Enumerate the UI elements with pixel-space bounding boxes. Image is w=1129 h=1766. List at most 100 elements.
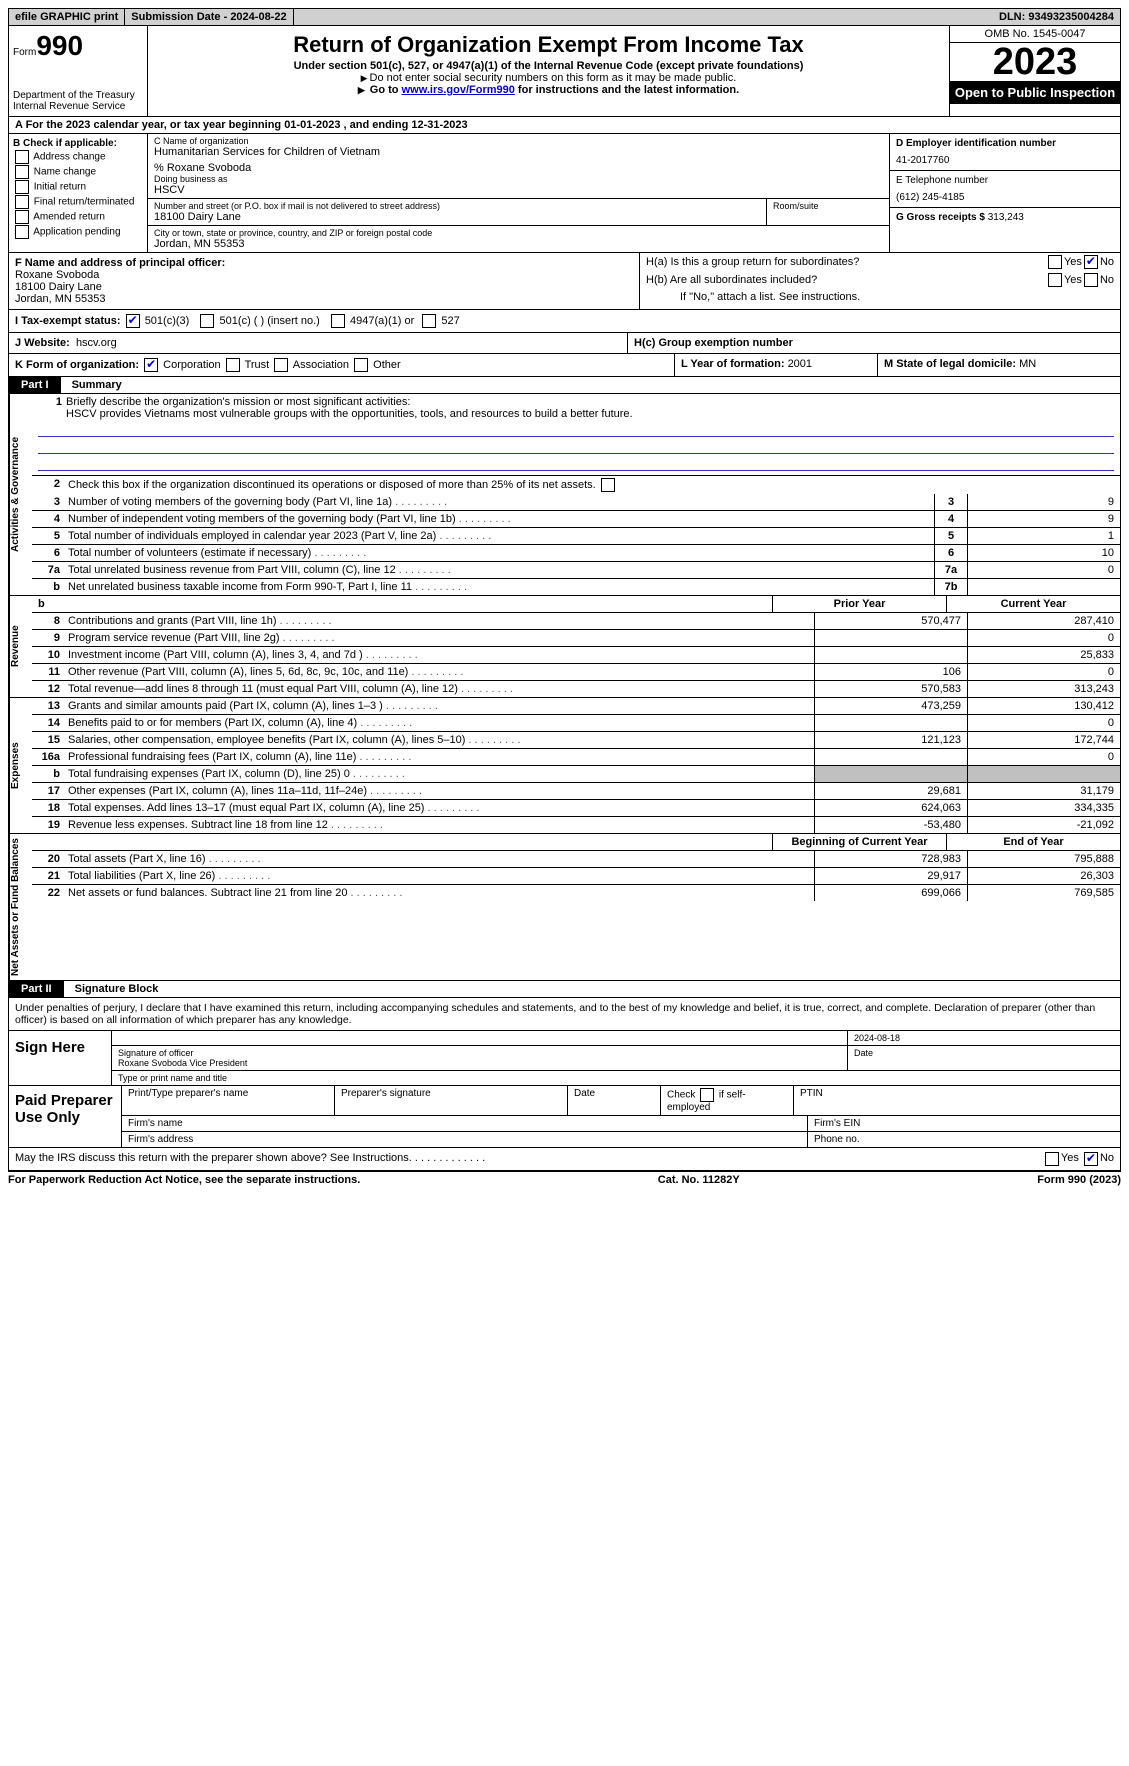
street: 18100 Dairy Lane (154, 211, 760, 223)
dept-label: Department of the Treasury (13, 90, 143, 101)
part2-num: Part II (9, 981, 64, 997)
officer-name: Roxane Svoboda (15, 269, 633, 281)
website-label: J Website: (15, 337, 70, 349)
discuss-no[interactable] (1084, 1152, 1098, 1166)
irs-link[interactable]: www.irs.gov/Form990 (402, 84, 515, 96)
preparer-block: Paid Preparer Use Only Print/Type prepar… (8, 1086, 1121, 1148)
ha-yes[interactable] (1048, 255, 1062, 269)
part1-title: Summary (64, 377, 130, 393)
ha-no[interactable] (1084, 255, 1098, 269)
section-net-assets: Net Assets or Fund Balances Beginning of… (8, 834, 1121, 981)
cb-final-return[interactable]: Final return/terminated (13, 195, 143, 209)
irs-label: Internal Revenue Service (13, 101, 143, 112)
year-formation-label: L Year of formation: (681, 358, 788, 370)
hc-label: H(c) Group exemption number (634, 337, 793, 349)
tab-net-assets: Net Assets or Fund Balances (9, 834, 32, 980)
entity-block: B Check if applicable: Address change Na… (8, 134, 1121, 253)
row-a-tax-year: A For the 2023 calendar year, or tax yea… (8, 117, 1121, 134)
hb-note: If "No," attach a list. See instructions… (640, 289, 1120, 305)
hb-yes[interactable] (1048, 273, 1062, 287)
section-revenue: Revenue b Prior Year Current Year 8Contr… (8, 596, 1121, 698)
summary-line: 11Other revenue (Part VIII, column (A), … (32, 664, 1120, 681)
cb-501c3[interactable] (126, 314, 140, 328)
summary-line: 18Total expenses. Add lines 13–17 (must … (32, 800, 1120, 817)
year-formation: 2001 (788, 358, 812, 370)
ein-label: D Employer identification number (896, 138, 1114, 149)
discuss-yes[interactable] (1045, 1152, 1059, 1166)
top-bar: efile GRAPHIC print Submission Date - 20… (8, 8, 1121, 26)
part2-title: Signature Block (67, 981, 167, 997)
hb-label: H(b) Are all subordinates included? (646, 274, 1046, 286)
cb-corp[interactable] (144, 358, 158, 372)
summary-line: 17Other expenses (Part IX, column (A), l… (32, 783, 1120, 800)
cb-trust[interactable] (226, 358, 240, 372)
firm-name-lbl: Firm's name (122, 1116, 808, 1131)
cb-527[interactable] (422, 314, 436, 328)
summary-line: 16aProfessional fundraising fees (Part I… (32, 749, 1120, 766)
summary-line: 13Grants and similar amounts paid (Part … (32, 698, 1120, 715)
note2-post: for instructions and the latest informat… (515, 84, 739, 96)
row-j: J Website: hscv.org H(c) Group exemption… (8, 333, 1121, 354)
summary-line: 10Investment income (Part VIII, column (… (32, 647, 1120, 664)
form-title: Return of Organization Exempt From Incom… (152, 32, 945, 58)
cb-app-pending[interactable]: Application pending (13, 225, 143, 239)
cb-4947[interactable] (331, 314, 345, 328)
officer-street: 18100 Dairy Lane (15, 281, 633, 293)
form-subtitle: Under section 501(c), 527, or 4947(a)(1)… (152, 60, 945, 72)
summary-line: 22Net assets or fund balances. Subtract … (32, 885, 1120, 901)
part1-header: Part I Summary (8, 377, 1121, 394)
officer-city: Jordan, MN 55353 (15, 293, 633, 305)
section-expenses: Expenses 13Grants and similar amounts pa… (8, 698, 1121, 834)
cb-amended[interactable]: Amended return (13, 210, 143, 224)
cb-initial-return[interactable]: Initial return (13, 180, 143, 194)
officer-label: F Name and address of principal officer: (15, 257, 633, 269)
current-year-hdr: Current Year (946, 596, 1120, 612)
box-deg: D Employer identification number 41-2017… (889, 134, 1120, 252)
summary-line: 2Check this box if the organization disc… (32, 476, 1120, 494)
summary-line: bTotal fundraising expenses (Part IX, co… (32, 766, 1120, 783)
discuss-q: May the IRS discuss this return with the… (15, 1152, 1043, 1166)
part2-header: Part II Signature Block (8, 981, 1121, 998)
sig-officer-label: Signature of officer (118, 1048, 193, 1058)
cb-other[interactable] (354, 358, 368, 372)
hc-label-inline (640, 305, 1120, 309)
city-label: City or town, state or province, country… (154, 228, 883, 238)
summary-line: 14Benefits paid to or for members (Part … (32, 715, 1120, 732)
firm-phone-lbl: Phone no. (808, 1132, 1120, 1147)
cb-name-change[interactable]: Name change (13, 165, 143, 179)
preparer-label: Paid Preparer Use Only (9, 1086, 122, 1147)
form-header: Form990 Department of the Treasury Inter… (8, 26, 1121, 117)
street-label: Number and street (or P.O. box if mail i… (154, 201, 760, 211)
prep-name-hdr: Print/Type preparer's name (122, 1086, 335, 1115)
cb-assoc[interactable] (274, 358, 288, 372)
summary-line: 8Contributions and grants (Part VIII, li… (32, 613, 1120, 630)
hb-no[interactable] (1084, 273, 1098, 287)
box-b-label: B Check if applicable: (13, 138, 143, 149)
summary-line: 5Total number of individuals employed in… (32, 528, 1120, 545)
cb-selfemp[interactable] (700, 1088, 714, 1102)
tab-expenses: Expenses (9, 698, 32, 833)
firm-addr-lbl: Firm's address (122, 1132, 808, 1147)
phone-label: E Telephone number (896, 175, 1114, 186)
box-h: H(a) Is this a group return for subordin… (639, 253, 1120, 309)
summary-line: 7aTotal unrelated business revenue from … (32, 562, 1120, 579)
sign-here-label: Sign Here (9, 1031, 112, 1085)
gross-receipts: 313,243 (988, 212, 1024, 223)
net-header: Beginning of Current Year End of Year (32, 834, 1120, 851)
cb-address-change[interactable]: Address change (13, 150, 143, 164)
care-of: % Roxane Svoboda (154, 162, 883, 174)
summary-line: 15Salaries, other compensation, employee… (32, 732, 1120, 749)
mission-line1 (38, 422, 1114, 437)
summary-line: 20Total assets (Part X, line 16) . . . .… (32, 851, 1120, 868)
website: hscv.org (76, 337, 117, 349)
summary-line: 6Total number of volunteers (estimate if… (32, 545, 1120, 562)
summary-line: 9Program service revenue (Part VIII, lin… (32, 630, 1120, 647)
prior-year-hdr: Prior Year (772, 596, 946, 612)
gross-label: G Gross receipts $ (896, 212, 988, 223)
summary-line: 3Number of voting members of the governi… (32, 494, 1120, 511)
row-i: I Tax-exempt status: 501(c)(3) 501(c) ( … (8, 310, 1121, 333)
section-governance: Activities & Governance 1 Briefly descri… (8, 394, 1121, 596)
beg-year-hdr: Beginning of Current Year (772, 834, 946, 850)
cb-501c[interactable] (200, 314, 214, 328)
sig-officer-name: Roxane Svoboda Vice President (118, 1058, 247, 1068)
